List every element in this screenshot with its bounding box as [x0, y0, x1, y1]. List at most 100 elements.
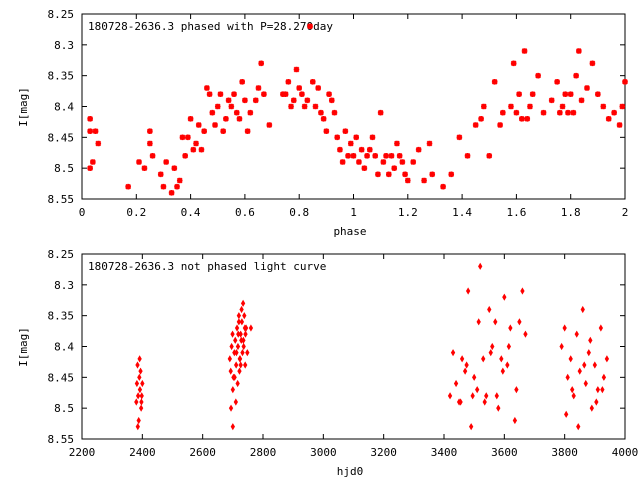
- data-point: [499, 355, 504, 363]
- data-point: [520, 287, 525, 295]
- data-point: [514, 386, 519, 394]
- axis-ticks: 0 0.2 0.4 0.6 0.8 1 1.2 1.4 1.6 1.8 2 8.25 8.3 8.35 8.…: [48, 8, 629, 219]
- data-point: [388, 152, 395, 159]
- x-tick-label: 2: [622, 206, 629, 219]
- data-point: [619, 103, 626, 110]
- x-tick-label: 2400: [129, 446, 156, 459]
- data-point: [138, 367, 143, 375]
- data-point: [482, 398, 487, 406]
- data-point: [595, 91, 601, 98]
- data-point: [193, 140, 199, 147]
- data-point: [135, 361, 140, 369]
- data-point: [573, 72, 579, 79]
- data-point: [356, 159, 362, 165]
- data-point: [476, 318, 481, 326]
- data-point: [497, 122, 503, 128]
- y-tick-label: 8.25: [48, 8, 75, 21]
- axis-ticks: 2200 2400 2600 2800 3000 3200 3400 3600 3800 4000…: [48, 248, 639, 459]
- data-point: [415, 146, 422, 153]
- data-point: [600, 103, 607, 110]
- data-point: [577, 367, 582, 375]
- data-point: [559, 103, 566, 110]
- data-point: [391, 165, 398, 172]
- data-point: [459, 355, 465, 363]
- x-tick-label: 0.8: [289, 206, 309, 219]
- data-point: [171, 165, 178, 172]
- data-point: [450, 349, 456, 357]
- data-point: [490, 342, 495, 351]
- data-point: [136, 159, 142, 165]
- data-point: [307, 23, 313, 30]
- data-point: [228, 367, 233, 375]
- data-point: [426, 140, 433, 147]
- data-point: [137, 355, 142, 363]
- data-point: [570, 386, 575, 394]
- data-point: [293, 66, 300, 73]
- data-point: [366, 146, 373, 153]
- y-tick-label: 8.55: [48, 433, 75, 446]
- data-point: [258, 60, 265, 67]
- y-tick-label: 8.25: [48, 248, 75, 261]
- data-point: [481, 355, 486, 363]
- data-point: [342, 128, 349, 135]
- data-point: [168, 189, 175, 196]
- data-point: [163, 159, 170, 165]
- y-tick-label: 8.45: [48, 371, 75, 384]
- data-point: [580, 305, 585, 314]
- data-point: [238, 361, 243, 369]
- data-point: [582, 361, 587, 369]
- data-point: [229, 342, 234, 351]
- data-point: [448, 171, 455, 178]
- data-point: [190, 146, 197, 153]
- data-point: [464, 361, 469, 369]
- y-axis-label: I[mag]: [17, 87, 30, 127]
- data-point: [242, 312, 247, 320]
- data-points: [87, 23, 628, 196]
- data-point: [282, 91, 289, 98]
- x-tick-label: 4000: [612, 446, 639, 459]
- data-point: [502, 293, 507, 301]
- data-point: [227, 355, 232, 363]
- data-point: [244, 128, 251, 135]
- data-point: [239, 305, 244, 314]
- data-point: [230, 423, 235, 431]
- data-point: [182, 152, 189, 159]
- data-point: [383, 152, 389, 159]
- data-point: [217, 91, 224, 98]
- x-tick-label: 1.4: [452, 206, 472, 219]
- data-point: [304, 97, 311, 104]
- data-point: [137, 373, 142, 381]
- data-point: [234, 324, 240, 332]
- data-point: [385, 171, 392, 178]
- data-point: [239, 336, 244, 344]
- data-point: [241, 342, 246, 351]
- data-point: [326, 91, 332, 98]
- data-point: [174, 183, 180, 190]
- y-axis-label: I[mag]: [17, 327, 30, 367]
- data-point: [301, 103, 308, 110]
- y-tick-label: 8.55: [48, 193, 75, 206]
- data-point: [339, 159, 346, 165]
- x-tick-label: 3400: [431, 446, 458, 459]
- data-point: [521, 48, 528, 54]
- data-point: [578, 97, 585, 104]
- data-point: [399, 159, 406, 165]
- data-point: [440, 183, 446, 190]
- data-point: [571, 392, 576, 400]
- x-tick-label: 2800: [250, 446, 277, 459]
- data-point: [239, 318, 245, 326]
- data-point: [235, 379, 240, 388]
- data-point: [212, 122, 218, 128]
- y-tick-label: 8.3: [54, 39, 74, 52]
- data-point: [136, 416, 141, 425]
- data-point: [318, 109, 324, 116]
- data-point: [576, 423, 581, 431]
- data-point: [616, 122, 623, 128]
- data-point: [562, 324, 567, 332]
- data-point: [350, 152, 357, 159]
- data-point: [147, 128, 153, 135]
- data-point: [353, 134, 360, 141]
- data-point: [453, 379, 459, 388]
- data-point: [589, 60, 596, 67]
- data-point: [548, 97, 555, 104]
